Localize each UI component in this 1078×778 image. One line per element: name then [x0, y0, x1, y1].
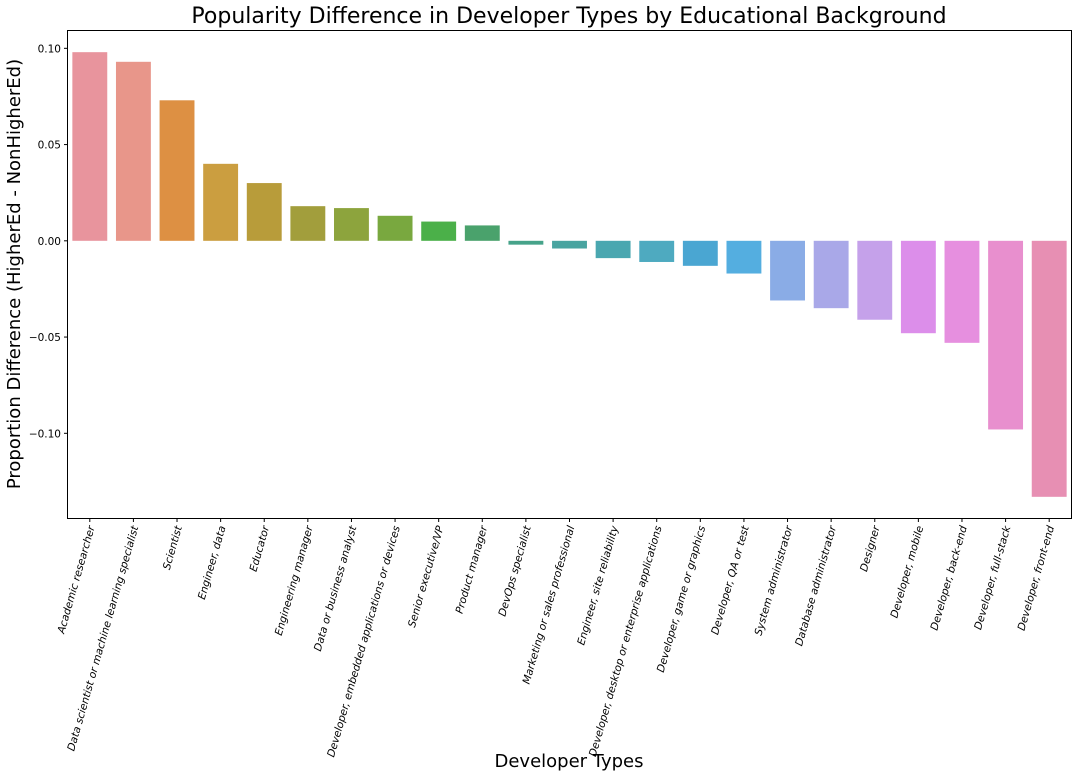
bar	[1031, 240, 1067, 497]
bar	[377, 215, 413, 241]
x-tick-label: Developer, game or graphics	[655, 524, 709, 674]
bar	[726, 240, 762, 274]
x-axis-label: Developer Types	[494, 751, 643, 772]
bar	[464, 225, 500, 241]
bar	[203, 163, 239, 241]
x-tick-label: Scientist	[161, 524, 185, 572]
x-tick-label: Designer	[858, 524, 883, 573]
x-tick-label: Developer, front-end	[1016, 524, 1058, 632]
bar	[334, 208, 369, 241]
x-tick-label: Engineer, site reliability	[575, 524, 621, 647]
bar	[246, 183, 282, 241]
x-tick-label: Marketing or sales professional	[521, 524, 578, 685]
y-tick-label: 0.05	[38, 140, 61, 152]
x-tick-label: System administrator	[753, 524, 796, 637]
chart-title: Popularity Difference in Developer Types…	[191, 4, 946, 29]
bar	[944, 240, 980, 343]
bar	[770, 240, 805, 301]
bar	[595, 240, 631, 259]
x-tick-label: Developer, QA or test	[709, 524, 752, 637]
bar	[159, 100, 195, 241]
bar	[857, 240, 893, 320]
bar	[988, 240, 1024, 430]
x-tick-label: Database administrator	[793, 524, 839, 648]
bar	[508, 240, 544, 245]
x-tick-label: Engineering manager	[273, 524, 316, 637]
x-tick-label: Engineer, data	[196, 525, 229, 601]
x-tick-label: DevOps specialist	[496, 524, 534, 618]
y-tick-label: 0.00	[38, 236, 61, 248]
x-tick-label: Developer, mobile	[888, 525, 926, 620]
x-tick-label: Data or business analyst	[312, 524, 360, 653]
bar	[72, 52, 108, 241]
y-ticks-group: 0.10 0.05 0.00 −0.05 −0.10	[29, 43, 68, 440]
bar	[813, 240, 849, 309]
y-axis-label: Proportion Difference (HigherEd - NonHig…	[4, 59, 25, 489]
bar	[900, 240, 936, 334]
x-tick-label: Academic researcher	[55, 524, 98, 636]
bars-group	[72, 52, 1067, 497]
x-tick-label: Educator	[248, 524, 273, 573]
bar	[552, 240, 587, 249]
plot-frame	[67, 30, 1072, 519]
x-tick-label: Developer, back-end	[928, 524, 969, 632]
bar	[290, 206, 326, 241]
y-tick-label: −0.05	[29, 332, 61, 344]
bar	[639, 240, 675, 262]
x-tick-label: Developer, full-stack	[972, 524, 1013, 632]
bar	[682, 240, 718, 266]
y-tick-label: 0.10	[38, 43, 61, 55]
x-tick-label: Product manager	[454, 524, 491, 615]
bar	[421, 221, 457, 241]
bar	[115, 61, 151, 241]
y-tick-label: −0.10	[29, 428, 61, 440]
x-tick-label: Senior executive/VP	[406, 524, 447, 629]
